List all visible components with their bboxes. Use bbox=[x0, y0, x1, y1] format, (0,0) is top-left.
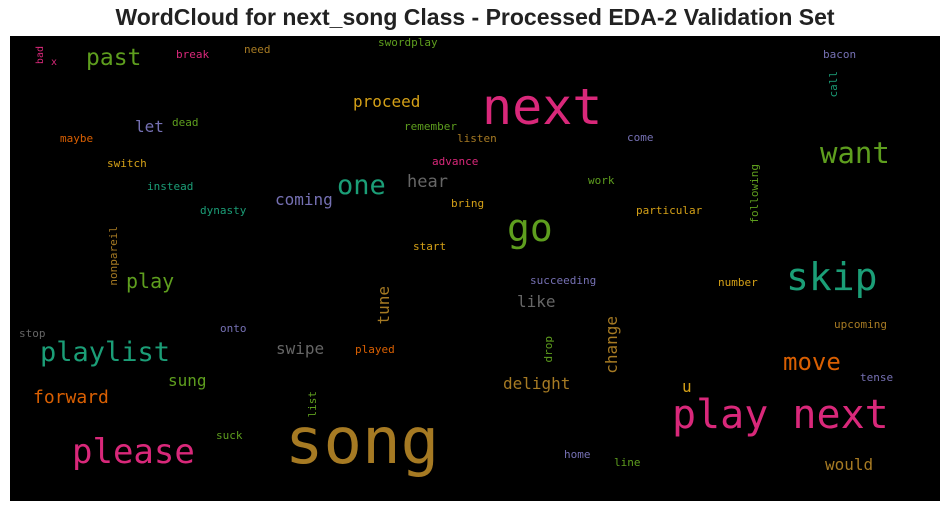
cloud-word-following: following bbox=[748, 164, 761, 224]
cloud-word-delight: delight bbox=[503, 374, 571, 393]
cloud-word-dynasty: dynasty bbox=[200, 204, 247, 217]
cloud-word-x: x bbox=[51, 57, 58, 68]
cloud-word-want: want bbox=[820, 136, 890, 170]
cloud-word-sung: sung bbox=[168, 371, 207, 390]
chart-title: WordCloud for next_song Class - Processe… bbox=[115, 4, 835, 30]
cloud-word-bacon: bacon bbox=[823, 48, 857, 61]
cloud-word-instead: instead bbox=[147, 180, 194, 193]
cloud-word-play: play bbox=[126, 269, 175, 293]
cloud-word-would: would bbox=[825, 455, 874, 474]
cloud-word-forward: forward bbox=[33, 387, 109, 408]
cloud-word-swipe: swipe bbox=[276, 339, 325, 358]
cloud-word-stop: stop bbox=[19, 327, 46, 340]
cloud-word-nonpareil: nonpareil bbox=[107, 226, 120, 286]
cloud-word-tense: tense bbox=[860, 371, 894, 384]
cloud-word-succeeding: succeeding bbox=[530, 274, 597, 287]
cloud-word-like: like bbox=[517, 292, 556, 311]
cloud-word-switch: switch bbox=[107, 157, 147, 170]
cloud-word-upcoming: upcoming bbox=[834, 318, 887, 331]
cloud-word-line: line bbox=[614, 456, 641, 469]
cloud-word-change: change bbox=[602, 316, 621, 374]
cloud-word-play-next: play next bbox=[672, 392, 889, 438]
cloud-word-song: song bbox=[285, 405, 440, 479]
cloud-word-playlist: playlist bbox=[40, 337, 171, 368]
cloud-word-hear: hear bbox=[407, 172, 448, 192]
cloud-word-move: move bbox=[783, 348, 841, 376]
cloud-word-work: work bbox=[588, 174, 615, 187]
cloud-word-proceed: proceed bbox=[353, 92, 421, 111]
cloud-word-suck: suck bbox=[216, 429, 243, 442]
cloud-word-bad: bad bbox=[35, 46, 46, 65]
cloud-word-go: go bbox=[507, 206, 553, 250]
cloud-word-drop: drop bbox=[542, 336, 555, 363]
cloud-word-please: please bbox=[72, 432, 195, 472]
cloud-word-need: need bbox=[244, 43, 271, 56]
cloud-word-skip: skip bbox=[786, 255, 878, 299]
cloud-word-particular: particular bbox=[636, 204, 703, 217]
cloud-word-bring: bring bbox=[451, 197, 485, 210]
cloud-word-advance: advance bbox=[432, 155, 479, 168]
cloud-word-number: number bbox=[718, 276, 758, 289]
cloud-word-call: call bbox=[827, 71, 840, 98]
cloud-word-swordplay: swordplay bbox=[378, 36, 438, 49]
cloud-word-listen: listen bbox=[457, 132, 497, 145]
cloud-word-come: come bbox=[627, 131, 654, 144]
cloud-word-next: next bbox=[482, 78, 603, 136]
cloud-word-onto: onto bbox=[220, 322, 247, 335]
cloud-word-start: start bbox=[413, 240, 447, 253]
cloud-word-u: u bbox=[682, 377, 692, 396]
cloud-word-let: let bbox=[135, 117, 164, 136]
cloud-word-past: past bbox=[86, 45, 142, 71]
cloud-word-remember: remember bbox=[404, 120, 457, 133]
cloud-word-played: played bbox=[355, 343, 395, 356]
word-cloud: song next play next go skip please playlist wan… bbox=[10, 36, 940, 501]
cloud-word-maybe: maybe bbox=[60, 132, 94, 145]
cloud-word-one: one bbox=[337, 170, 386, 201]
cloud-word-coming: coming bbox=[275, 190, 333, 209]
cloud-word-list: list bbox=[306, 391, 319, 418]
cloud-word-home: home bbox=[564, 448, 591, 461]
cloud-word-dead: dead bbox=[172, 116, 199, 129]
cloud-word-tune: tune bbox=[374, 286, 393, 325]
cloud-word-break: break bbox=[176, 48, 210, 61]
